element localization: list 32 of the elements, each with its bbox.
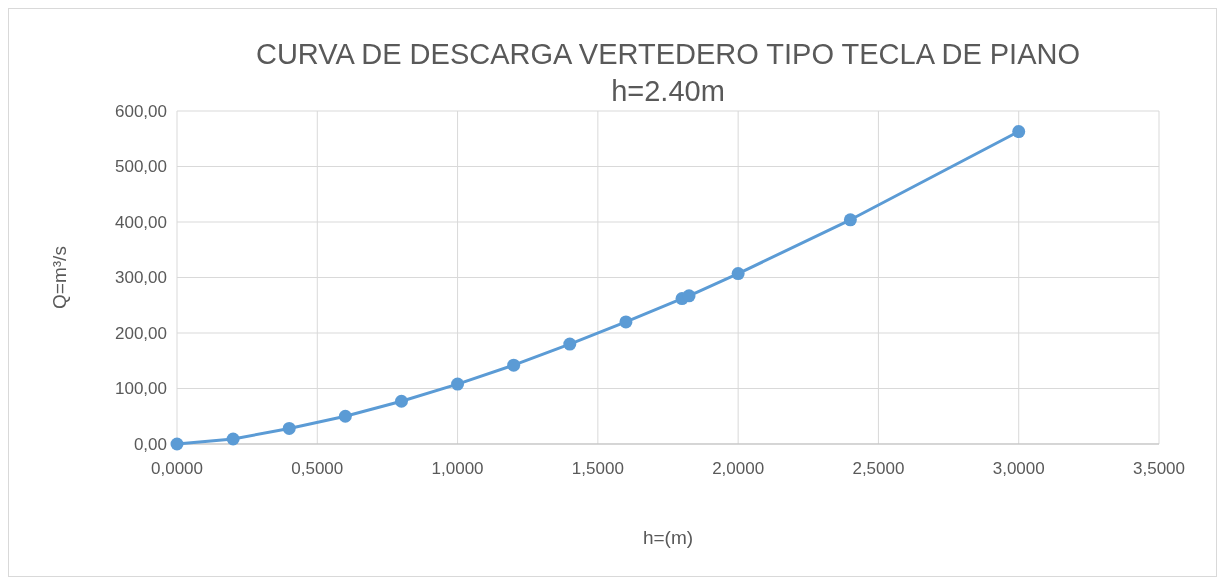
- point: [1012, 125, 1026, 139]
- point: [451, 377, 465, 391]
- point: [338, 409, 352, 423]
- x-tick-label: 2,5000: [852, 459, 905, 478]
- y-tick-label: 500,00: [115, 157, 167, 177]
- point: [682, 289, 696, 303]
- x-tick-label: 3,5000: [1133, 459, 1185, 478]
- point: [731, 267, 745, 281]
- x-axis-title: h=(m): [642, 527, 694, 548]
- x-tick-label: 0,0000: [151, 459, 203, 478]
- y-tick-label: 400,00: [115, 212, 167, 232]
- point: [226, 432, 240, 446]
- chart-subtitle: h=2.40m: [611, 75, 725, 107]
- x-tick-label: 2,0000: [712, 459, 765, 478]
- y-tick-label: 600,00: [115, 101, 167, 121]
- x-tick-label: 1,0000: [431, 459, 484, 478]
- point: [394, 394, 408, 408]
- y-tick-label: 200,00: [115, 323, 167, 343]
- x-tick-label: 1,5000: [571, 459, 624, 478]
- y-tick-label: 0,00: [133, 434, 167, 454]
- point: [563, 337, 577, 351]
- point: [507, 358, 521, 372]
- x-tick-label: 0,5000: [291, 459, 344, 478]
- point: [843, 213, 857, 227]
- point: [619, 315, 633, 329]
- point: [282, 421, 296, 435]
- x-tick-label: 3,0000: [992, 459, 1045, 478]
- y-tick-label: 300,00: [115, 268, 167, 288]
- y-tick-label: 100,00: [115, 379, 167, 399]
- y-axis-title: Q=m³/s: [49, 246, 70, 309]
- chart-title: CURVA DE DESCARGA VERTEDERO TIPO TECLA DE PIANO: [255, 38, 1081, 70]
- point: [170, 437, 184, 451]
